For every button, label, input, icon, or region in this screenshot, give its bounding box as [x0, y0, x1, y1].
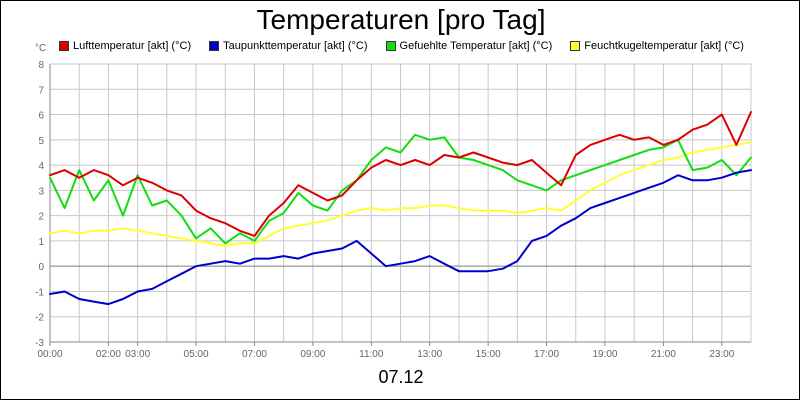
series-line-3 — [49, 141, 752, 247]
series-line-2 — [49, 133, 752, 245]
y-tick-label: 3 — [38, 186, 44, 197]
y-tick-label: -1 — [35, 287, 44, 298]
series-line-0 — [49, 111, 752, 237]
legend-item-taupunkttemperatur: Taupunkttemperatur [akt] (°C) — [209, 40, 368, 52]
y-tick-label: 6 — [38, 111, 44, 122]
legend-swatch-lufttemperatur — [59, 41, 69, 51]
y-tick-label: 7 — [38, 85, 44, 96]
y-tick-label: 8 — [38, 60, 44, 71]
y-tick-label: 1 — [38, 237, 44, 248]
x-tick-label: 11:00 — [359, 349, 384, 360]
x-tick-label: 23:00 — [709, 349, 734, 360]
y-tick-label: 0 — [38, 262, 44, 273]
legend-swatch-gefuehlte-temperatur — [385, 41, 396, 51]
legend-item-lufttemperatur: Lufttemperatur [akt] (°C) — [59, 40, 191, 52]
x-tick-label: 05:00 — [184, 349, 209, 360]
x-tick-label: 15:00 — [476, 349, 501, 360]
x-tick-label: 09:00 — [300, 349, 325, 360]
y-tick-label: 4 — [38, 161, 44, 172]
x-tick-label: 07:00 — [242, 349, 267, 360]
legend-swatch-taupunkttemperatur — [209, 41, 220, 51]
x-tick-label: 21:00 — [651, 349, 676, 360]
x-axis-date-label: 07.12 — [378, 367, 424, 387]
x-tick-label: 00:00 — [37, 349, 62, 360]
y-tick-label: 5 — [38, 136, 44, 147]
y-tick-label: 2 — [38, 212, 44, 223]
x-tick-label: 03:00 — [125, 349, 150, 360]
x-tick-label: 02:00 — [96, 349, 121, 360]
series-line-1 — [49, 169, 752, 306]
y-axis-unit: °C — [35, 43, 47, 54]
legend-label-feuchtkugeltemperatur: Feuchtkugeltemperatur [akt] (°C) — [584, 40, 744, 52]
chart-title: Temperaturen [pro Tag] — [256, 4, 546, 35]
legend-item-feuchtkugeltemperatur: Feuchtkugeltemperatur [akt] (°C) — [570, 40, 744, 52]
legend-item-gefuehlte-temperatur: Gefuehlte Temperatur [akt] (°C) — [385, 40, 553, 52]
legend: Lufttemperatur [akt] (°C) Taupunkttemper… — [59, 39, 762, 53]
x-tick-label: 19:00 — [592, 349, 617, 360]
legend-label-taupunkttemperatur: Taupunkttemperatur [akt] (°C) — [223, 40, 368, 52]
x-tick-label: 17:00 — [534, 349, 559, 360]
legend-label-gefuehlte-temperatur: Gefuehlte Temperatur [akt] (°C) — [399, 40, 553, 52]
legend-swatch-feuchtkugeltemperatur — [570, 41, 581, 51]
legend-label-lufttemperatur: Lufttemperatur [akt] (°C) — [73, 40, 192, 52]
x-tick-label: 13:00 — [417, 349, 442, 360]
y-tick-label: -3 — [35, 338, 44, 349]
y-tick-label: -2 — [35, 313, 44, 324]
